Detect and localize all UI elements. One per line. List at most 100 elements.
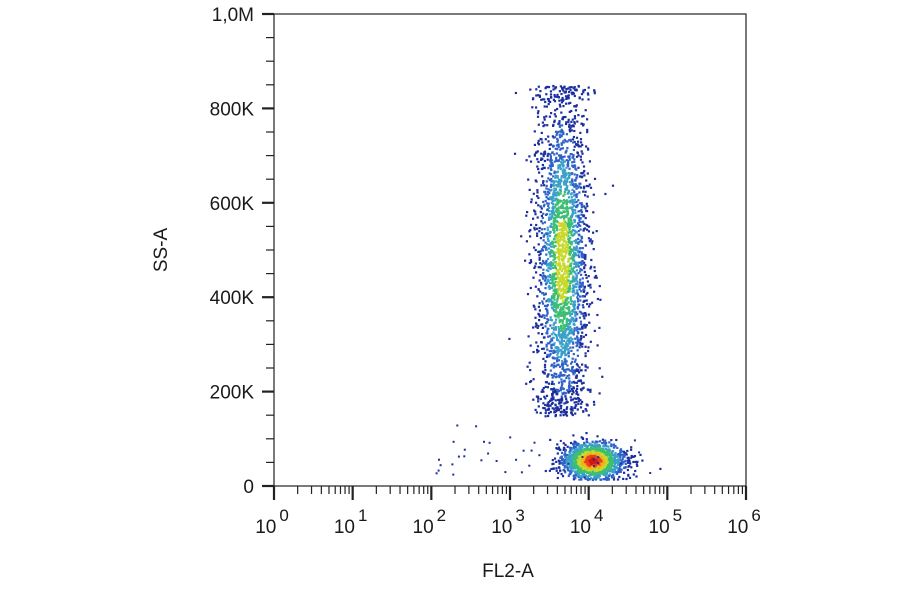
data-point	[573, 201, 576, 204]
data-point	[581, 304, 584, 307]
data-point	[580, 206, 583, 209]
data-point	[549, 196, 552, 199]
data-point	[551, 214, 554, 217]
data-point	[538, 226, 541, 230]
data-point	[590, 444, 593, 447]
data-point	[571, 161, 574, 164]
data-point	[534, 213, 537, 216]
data-point	[618, 475, 621, 479]
data-point	[532, 398, 535, 401]
data-point	[559, 216, 562, 219]
data-point	[616, 478, 620, 481]
data-point	[577, 454, 580, 457]
data-point	[554, 187, 557, 191]
data-point	[533, 130, 536, 133]
data-point	[555, 216, 558, 219]
data-point	[573, 198, 577, 201]
data-point	[537, 168, 540, 171]
data-point	[557, 348, 560, 351]
data-point	[580, 263, 583, 266]
data-point	[565, 140, 568, 143]
data-point	[558, 349, 562, 352]
data-point	[535, 322, 538, 325]
data-point	[559, 185, 562, 188]
data-point	[570, 91, 573, 94]
data-point	[561, 451, 564, 454]
data-point	[636, 464, 639, 467]
data-point	[606, 468, 609, 471]
data-point	[563, 402, 566, 405]
data-point	[593, 276, 596, 279]
data-point	[588, 225, 591, 228]
data-point	[535, 88, 538, 91]
data-point	[575, 381, 578, 384]
data-point	[558, 178, 561, 181]
data-point	[573, 240, 576, 243]
data-point	[562, 238, 565, 241]
data-point	[552, 309, 555, 312]
data-point	[532, 192, 535, 195]
data-point	[578, 281, 581, 284]
data-point	[548, 287, 551, 290]
data-point	[557, 303, 560, 306]
data-point	[573, 259, 576, 262]
data-point	[570, 362, 573, 365]
data-point	[586, 477, 589, 480]
data-point	[619, 462, 622, 465]
data-point	[600, 462, 603, 465]
data-point	[565, 289, 568, 292]
data-point	[558, 243, 561, 246]
data-point	[589, 303, 592, 306]
data-point	[539, 397, 542, 401]
data-point	[546, 154, 549, 158]
data-point	[548, 355, 551, 358]
data-point	[576, 385, 579, 388]
data-point	[563, 199, 566, 202]
data-point	[550, 275, 553, 278]
data-point	[588, 474, 591, 477]
data-point	[570, 233, 573, 236]
data-point	[537, 243, 540, 246]
data-point	[560, 340, 563, 343]
data-point	[556, 406, 559, 409]
data-point	[573, 307, 576, 310]
data-point	[571, 330, 575, 333]
data-point	[544, 403, 547, 407]
data-point	[541, 326, 544, 329]
data-point	[578, 175, 581, 178]
data-point	[572, 478, 575, 481]
data-point	[562, 258, 565, 261]
data-point	[600, 449, 603, 452]
data-point	[560, 111, 563, 114]
data-point	[586, 466, 589, 470]
data-point	[463, 455, 466, 458]
data-point	[550, 159, 553, 162]
data-point	[584, 217, 587, 220]
data-point	[543, 233, 546, 236]
data-point	[549, 185, 552, 188]
data-point	[630, 466, 633, 469]
y-tick-label: 600K	[210, 194, 255, 215]
data-point	[555, 184, 558, 187]
data-point	[557, 183, 560, 186]
data-point	[575, 454, 578, 457]
data-point	[583, 205, 586, 208]
data-point	[563, 279, 566, 282]
data-point	[581, 345, 584, 348]
data-point	[560, 472, 563, 476]
data-point	[578, 456, 581, 459]
data-point	[551, 282, 554, 285]
data-point	[560, 135, 563, 138]
data-point	[574, 315, 577, 318]
data-point	[567, 319, 570, 322]
data-point	[617, 463, 620, 466]
data-point	[563, 462, 566, 465]
data-point	[566, 212, 569, 215]
data-point	[568, 331, 571, 334]
data-point	[547, 188, 550, 191]
data-point	[580, 283, 583, 286]
data-point	[584, 244, 587, 247]
data-point	[554, 407, 557, 410]
data-point	[580, 369, 583, 372]
data-point	[552, 203, 555, 206]
